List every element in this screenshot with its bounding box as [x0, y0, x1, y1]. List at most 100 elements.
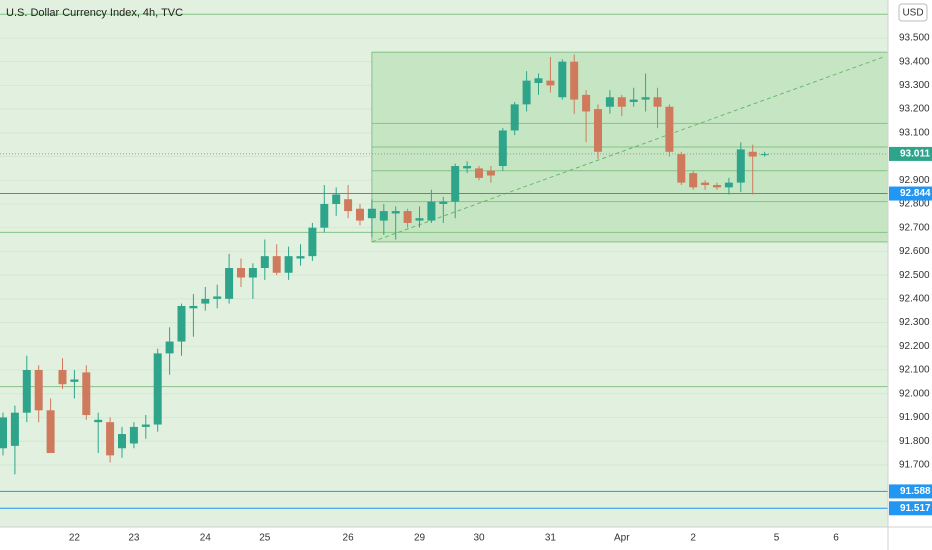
candle-body	[260, 256, 269, 269]
level-badge	[889, 501, 932, 516]
y-tick-label: 93.200	[899, 104, 930, 115]
level-badge	[889, 146, 932, 161]
currency-label[interactable]: USD	[902, 8, 923, 19]
candle-body	[534, 78, 543, 84]
candle-body	[748, 151, 757, 157]
candle-body	[498, 130, 507, 167]
y-tick-label: 92.800	[899, 199, 930, 210]
axis-labels: 91.700 91.800 91.900 92.000 92.100 92.200 92.3…	[69, 33, 932, 544]
candle-body	[665, 106, 674, 152]
y-tick-label: 92.100	[899, 365, 930, 376]
candle-body	[605, 97, 614, 107]
candle-body	[272, 256, 281, 273]
y-tick-label: 91.800	[899, 436, 930, 447]
candle-body	[201, 298, 210, 304]
y-tick-label: 92.500	[899, 270, 930, 281]
level-label: 91.588	[900, 486, 931, 497]
price-axis	[888, 0, 932, 550]
candle-body	[0, 417, 7, 449]
candle-body	[486, 170, 495, 176]
candle-body	[153, 353, 162, 425]
x-tick-label: 29	[414, 533, 426, 544]
candle-body	[701, 182, 710, 185]
candle-body	[129, 426, 138, 444]
candle-body	[46, 410, 55, 454]
candle-body	[70, 379, 79, 382]
y-tick-label: 93.400	[899, 56, 930, 67]
candle-body	[689, 173, 698, 188]
level-badge	[889, 484, 932, 499]
candle-body	[118, 434, 126, 449]
candle-body	[177, 305, 186, 342]
candle-body	[415, 218, 424, 221]
candle-body	[403, 211, 412, 223]
y-tick-label: 93.300	[899, 80, 930, 91]
candle-body	[677, 154, 686, 183]
candle-body	[427, 201, 436, 221]
x-tick-label: 6	[833, 533, 839, 544]
candle-body	[356, 208, 364, 221]
x-tick-label: 5	[774, 533, 780, 544]
candle-body	[141, 424, 150, 427]
x-tick-label: 23	[128, 533, 140, 544]
y-tick-label: 92.000	[899, 388, 930, 399]
candle-body	[463, 166, 472, 169]
candle-body	[653, 97, 662, 107]
candle-body	[629, 99, 638, 102]
candle-body	[189, 305, 198, 309]
y-tick-label: 92.600	[899, 246, 930, 257]
candle-body	[82, 372, 91, 416]
candle-body	[617, 97, 626, 107]
candle-body	[106, 422, 115, 456]
candle-body	[546, 80, 555, 86]
currency-button[interactable]	[898, 3, 928, 22]
candle-body	[237, 268, 245, 278]
candle-body	[724, 182, 733, 188]
candle-body	[248, 268, 257, 278]
candle-body	[391, 211, 400, 214]
time-axis	[0, 527, 888, 550]
x-tick-label: Apr	[614, 533, 630, 544]
y-tick-label: 91.900	[899, 412, 930, 423]
level-label: 93.011	[900, 149, 930, 160]
level-label: 92.844	[900, 188, 931, 199]
level-label: 91.517	[900, 503, 931, 514]
y-tick-label: 92.400	[899, 293, 930, 304]
candle-body	[570, 61, 579, 100]
candle-body	[34, 369, 43, 411]
candle-body	[451, 166, 460, 202]
candle-body	[165, 341, 174, 354]
candle-body	[213, 296, 222, 299]
y-tick-label: 93.100	[899, 127, 930, 138]
candle-body	[760, 154, 769, 156]
candle-body	[713, 184, 721, 188]
candle-body	[225, 268, 234, 299]
candle-body	[439, 201, 448, 204]
chart-title: U.S. Dollar Currency Index, 4h, TVC	[6, 7, 183, 19]
y-tick-label: 92.300	[899, 317, 930, 328]
x-tick-label: 30	[473, 533, 485, 544]
y-tick-label: 92.700	[899, 222, 930, 233]
candle-body	[320, 203, 329, 228]
candle-body	[736, 149, 745, 183]
candle-body	[344, 199, 353, 212]
y-tick-label: 93.500	[899, 33, 930, 44]
x-tick-label: 26	[343, 533, 355, 544]
candle-body	[582, 94, 591, 112]
candle-body	[308, 227, 317, 257]
x-tick-label: 31	[545, 533, 557, 544]
candle-body	[94, 419, 103, 423]
x-tick-label: 24	[200, 533, 212, 544]
candle-body	[58, 369, 67, 385]
candle-body	[510, 104, 519, 131]
x-tick-label: 2	[690, 533, 696, 544]
candle-body	[641, 97, 650, 100]
candle-body	[10, 412, 19, 446]
candle-body	[475, 168, 483, 178]
candle-body	[522, 80, 531, 105]
x-tick-label: 25	[259, 533, 271, 544]
plot-area	[0, 13, 888, 509]
candle-body	[367, 208, 376, 219]
